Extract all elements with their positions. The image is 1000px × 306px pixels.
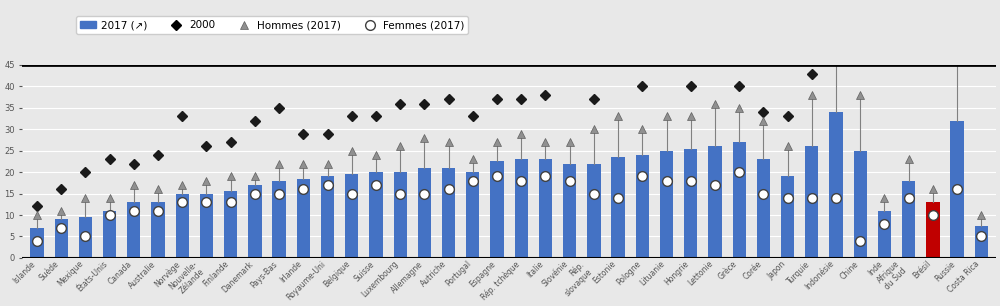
Bar [369, 172, 383, 258]
Bar [30, 228, 44, 258]
Bar [176, 194, 189, 258]
Bar [733, 142, 746, 258]
Bar [878, 211, 891, 258]
Bar [345, 174, 358, 258]
Bar [660, 151, 673, 258]
Bar [466, 172, 479, 258]
Bar [950, 121, 964, 258]
Bar [272, 181, 286, 258]
Bar [805, 146, 818, 258]
Bar [515, 159, 528, 258]
Bar [418, 168, 431, 258]
Bar [781, 177, 794, 258]
Bar [539, 159, 552, 258]
Bar [490, 162, 504, 258]
Bar [442, 168, 455, 258]
Bar [394, 172, 407, 258]
Bar [103, 211, 116, 258]
Bar [708, 146, 722, 258]
Legend: 2017 (↗), 2000, Hommes (2017), Femmes (2017): 2017 (↗), 2000, Hommes (2017), Femmes (2… [76, 16, 468, 35]
Bar [636, 155, 649, 258]
Bar [563, 164, 576, 258]
Bar [200, 194, 213, 258]
Bar [611, 157, 625, 258]
Bar [297, 179, 310, 258]
Bar [684, 149, 697, 258]
Bar [902, 181, 915, 258]
Bar [79, 217, 92, 258]
Bar [224, 192, 237, 258]
Bar [321, 177, 334, 258]
Bar [248, 185, 262, 258]
Bar [926, 202, 940, 258]
Bar [127, 202, 140, 258]
Bar [829, 112, 843, 258]
Bar [151, 202, 165, 258]
Bar [975, 226, 988, 258]
Bar [854, 151, 867, 258]
Bar [757, 159, 770, 258]
Bar [55, 219, 68, 258]
Bar [587, 164, 601, 258]
